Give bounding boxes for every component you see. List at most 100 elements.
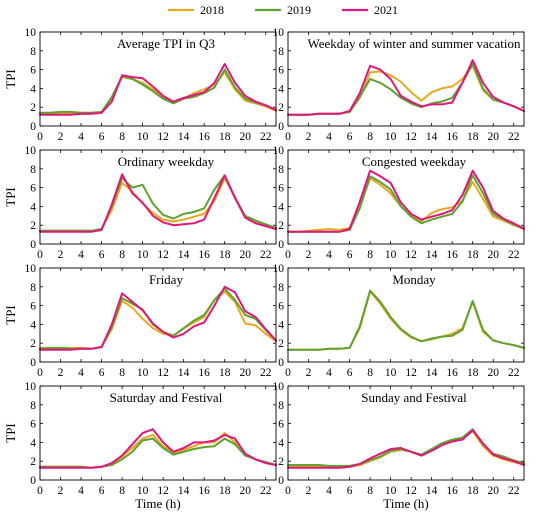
legend-item-2018: 2018 <box>168 3 224 17</box>
x-tick-label: 10 <box>385 131 397 143</box>
x-tick-label: 10 <box>137 485 149 497</box>
x-tick-label: 8 <box>367 485 373 497</box>
series-2019 <box>39 437 277 469</box>
x-tick-label: 16 <box>446 367 458 379</box>
x-tick-label: 2 <box>306 367 312 379</box>
x-tick-label: 8 <box>119 485 125 497</box>
y-tick-label: 4 <box>30 319 36 331</box>
x-tick-label: 20 <box>239 131 251 143</box>
x-tick-label: 4 <box>326 249 332 261</box>
x-tick-label: 2 <box>58 485 64 497</box>
x-tick-label: 6 <box>347 367 353 379</box>
panel-title: Friday <box>149 272 183 287</box>
series-2019 <box>39 68 277 114</box>
x-tick-label: 18 <box>219 131 231 143</box>
y-tick-label: 10 <box>25 27 37 39</box>
legend-label-2019: 2019 <box>287 3 311 17</box>
x-tick-label: 12 <box>157 367 169 379</box>
legend-label-2021: 2021 <box>374 3 398 17</box>
y-tick-label: 4 <box>278 319 284 331</box>
y-tick-label: 2 <box>30 220 36 232</box>
x-tick-label: 14 <box>426 367 438 379</box>
panel-title: Ordinary weekday <box>118 154 215 169</box>
x-tick-label: 12 <box>157 485 169 497</box>
x-tick-label: 2 <box>58 249 64 261</box>
x-tick-label: 14 <box>426 131 438 143</box>
x-tick-label: 6 <box>99 367 105 379</box>
panel-3: 0 2 4 6 8 10 0 2 4 6 8 10 12 14 16 18 20 22 Ordinary weekd… <box>25 145 277 261</box>
x-tick-label: 6 <box>347 485 353 497</box>
x-tick-label: 22 <box>508 131 520 143</box>
plot-frame <box>39 31 277 127</box>
legend-item-2021: 2021 <box>342 3 398 17</box>
x-tick-label: 10 <box>385 485 397 497</box>
panel-2: 0 2 4 6 8 10 0 2 4 6 8 10 12 14 16 18 20 22 Weekday of win… <box>273 27 525 143</box>
x-tick-label: 6 <box>347 249 353 261</box>
x-tick-label: 4 <box>326 367 332 379</box>
series-2018 <box>39 290 277 350</box>
x-tick-label: 4 <box>78 131 84 143</box>
y-tick-label: 6 <box>30 65 36 77</box>
y-tick-label: 8 <box>278 164 284 176</box>
y-tick-label: 0 <box>30 357 36 369</box>
x-tick-label: 22 <box>260 131 272 143</box>
x-tick-label: 2 <box>58 367 64 379</box>
panel-title: Weekday of winter and summer vacation <box>307 36 521 51</box>
series-2018 <box>287 290 525 351</box>
series-2021 <box>39 428 277 469</box>
x-axis-label: Time (h) <box>135 496 180 511</box>
x-tick-label: 0 <box>285 485 291 497</box>
plot-frame <box>287 385 525 481</box>
x-tick-label: 4 <box>78 249 84 261</box>
x-tick-label: 6 <box>347 131 353 143</box>
y-tick-label: 0 <box>278 121 284 133</box>
x-tick-label: 14 <box>178 367 190 379</box>
x-tick-label: 14 <box>178 485 190 497</box>
x-tick-label: 20 <box>239 367 251 379</box>
y-axis-label: TPI <box>3 69 18 89</box>
x-tick-label: 20 <box>239 485 251 497</box>
x-tick-label: 6 <box>99 249 105 261</box>
y-tick-label: 0 <box>30 475 36 487</box>
plot-frame <box>39 267 277 363</box>
y-tick-label: 8 <box>30 400 36 412</box>
panel-8: 0 2 4 6 8 10 0 2 4 6 8 10 12 14 16 18 20 22 Sunday and Fes… <box>273 381 525 497</box>
panel-title: Monday <box>392 272 436 287</box>
x-tick-label: 16 <box>198 367 210 379</box>
x-tick-label: 16 <box>198 131 210 143</box>
y-tick-label: 10 <box>25 145 37 157</box>
y-tick-label: 4 <box>278 83 284 95</box>
y-tick-label: 6 <box>278 301 284 313</box>
x-axis-label: Time (h) <box>383 496 428 511</box>
x-tick-label: 20 <box>487 367 499 379</box>
x-tick-label: 12 <box>157 249 169 261</box>
series-2021 <box>287 429 525 469</box>
plot-frame <box>39 149 277 245</box>
panel-7: 0 2 4 6 8 10 0 2 4 6 8 10 12 14 16 18 20 22 Saturday and F… <box>25 381 277 497</box>
x-tick-label: 16 <box>198 249 210 261</box>
series-2019 <box>39 174 277 232</box>
x-tick-label: 4 <box>326 131 332 143</box>
x-tick-label: 20 <box>487 485 499 497</box>
x-tick-label: 6 <box>99 485 105 497</box>
x-tick-label: 18 <box>467 131 479 143</box>
x-tick-label: 18 <box>467 485 479 497</box>
y-tick-label: 2 <box>278 456 284 468</box>
series-2021 <box>39 285 277 351</box>
panel-title: Sunday and Festival <box>361 390 467 405</box>
series-2019 <box>287 428 525 467</box>
panel-title: Saturday and Festival <box>110 390 223 405</box>
y-tick-label: 6 <box>30 419 36 431</box>
x-tick-label: 10 <box>385 367 397 379</box>
legend-item-2019: 2019 <box>255 3 311 17</box>
y-tick-label: 0 <box>30 239 36 251</box>
y-tick-label: 4 <box>30 437 36 449</box>
y-tick-label: 2 <box>30 102 36 114</box>
x-tick-label: 16 <box>446 485 458 497</box>
x-tick-label: 8 <box>367 131 373 143</box>
x-tick-label: 8 <box>119 367 125 379</box>
x-tick-label: 18 <box>467 249 479 261</box>
legend: 2018 2019 2021 <box>168 3 398 17</box>
x-tick-label: 0 <box>285 249 291 261</box>
y-tick-label: 2 <box>30 338 36 350</box>
